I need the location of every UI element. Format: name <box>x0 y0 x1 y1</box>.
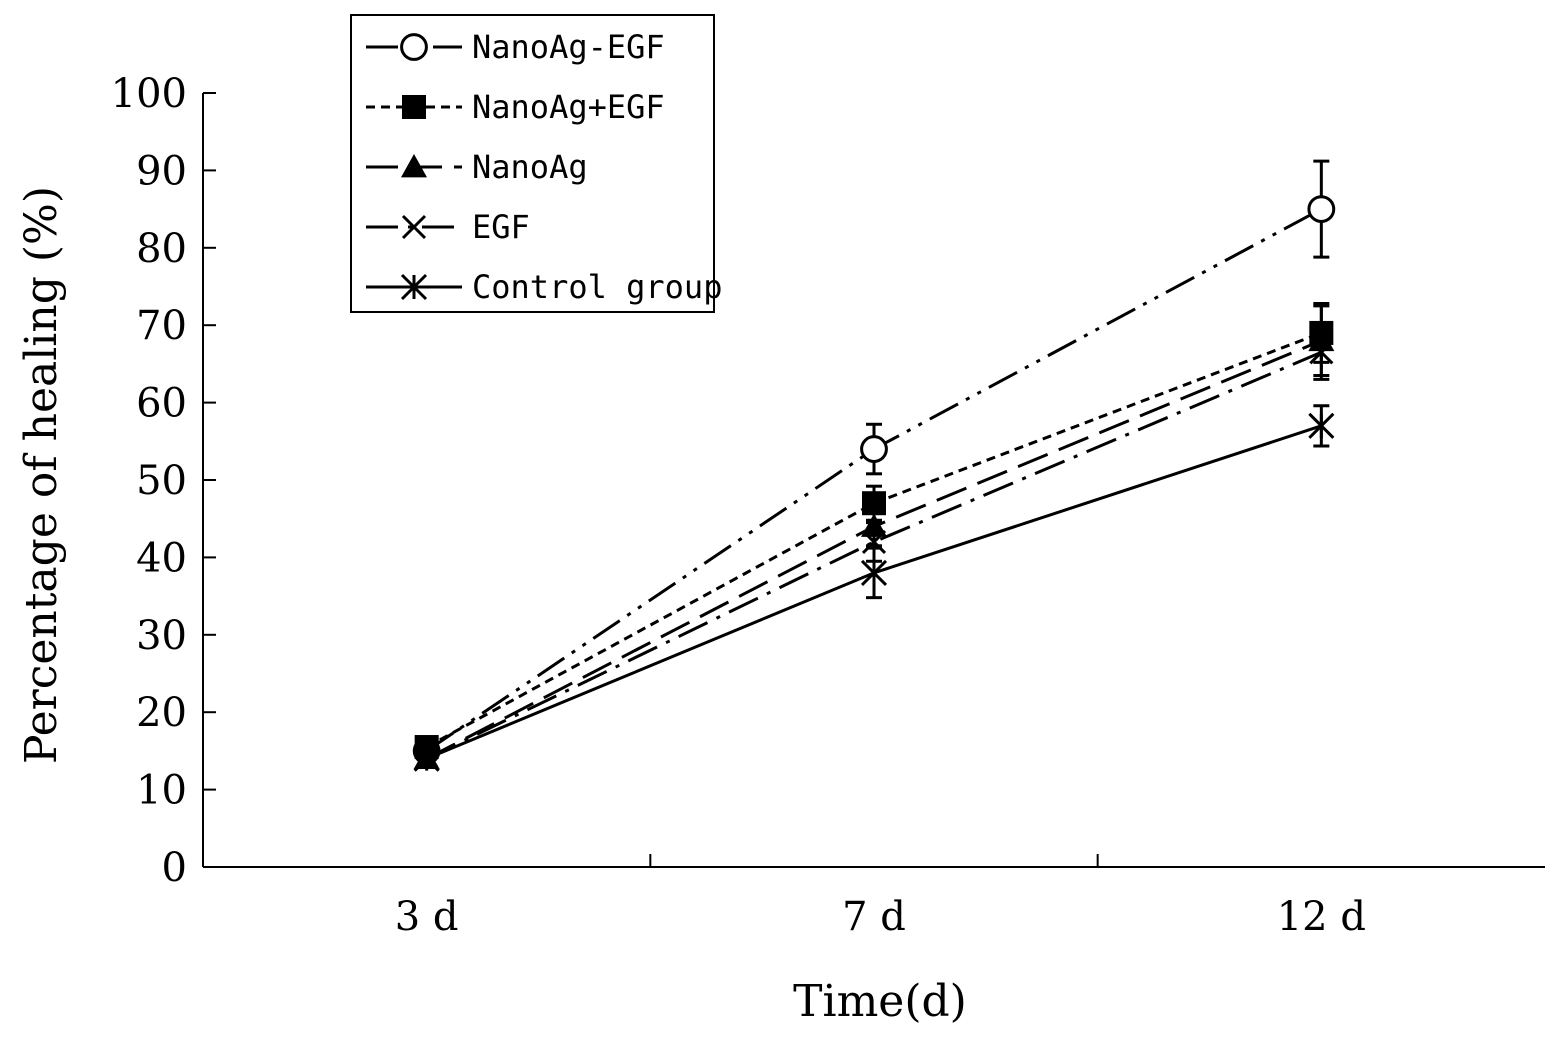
marker-filled-square <box>862 491 886 516</box>
y-tick-label: 20 <box>136 690 187 736</box>
marker-open-circle <box>400 33 428 61</box>
legend-item: NanoAg <box>366 148 588 186</box>
axes: 0 10 20 30 40 50 60 70 80 90 100 3 d 7 d 12 d <box>111 71 1545 940</box>
legend-label: EGF <box>472 208 530 246</box>
y-tick-label: 0 <box>162 845 187 891</box>
x-tick-label: 7 d <box>842 894 906 940</box>
marker-asterisk <box>1308 412 1335 439</box>
y-tick-label: 30 <box>136 613 187 659</box>
marker-filled-square <box>402 95 426 119</box>
x-tick-label: 3 d <box>395 894 459 940</box>
marker-open-circle <box>860 435 888 463</box>
legend: NanoAg-EGF NanoAg+EGF NanoAg EGF Control gro… <box>350 14 722 313</box>
marker-open-circle <box>1307 195 1336 224</box>
legend-label: NanoAg+EGF <box>472 88 665 126</box>
legend-label: NanoAg-EGF <box>472 28 665 66</box>
series-line <box>425 331 1322 749</box>
y-tick-label: 80 <box>136 226 187 272</box>
y-tick-label: 70 <box>136 303 187 349</box>
legend-item: NanoAg+EGF <box>366 88 665 126</box>
y-tick-label: 100 <box>111 71 187 117</box>
y-tick-label: 10 <box>136 768 187 814</box>
legend-label: NanoAg <box>472 148 588 186</box>
legend-item: NanoAg-EGF <box>366 28 665 66</box>
marker-asterisk <box>413 745 440 772</box>
legend-item: EGF <box>366 208 530 246</box>
marker-asterisk <box>860 559 888 586</box>
x-axis-title: Time(d) <box>793 976 967 1027</box>
y-tick-label: 40 <box>136 535 187 581</box>
legend-item: Control group <box>366 268 722 306</box>
x-tick-label: 12 d <box>1277 894 1366 940</box>
legend-label: Control group <box>472 268 722 306</box>
y-tick-label: 50 <box>136 458 187 504</box>
y-tick-label: 90 <box>136 148 187 194</box>
series-control-group <box>413 404 1335 772</box>
marker-x <box>401 214 427 240</box>
marker-asterisk <box>400 273 428 301</box>
marker-filled-triangle <box>401 154 427 178</box>
y-tick-label: 60 <box>136 381 187 427</box>
y-axis-title: Percentage of healing (%) <box>16 186 67 764</box>
series-layer <box>412 159 1336 772</box>
marker-x <box>1309 340 1334 365</box>
